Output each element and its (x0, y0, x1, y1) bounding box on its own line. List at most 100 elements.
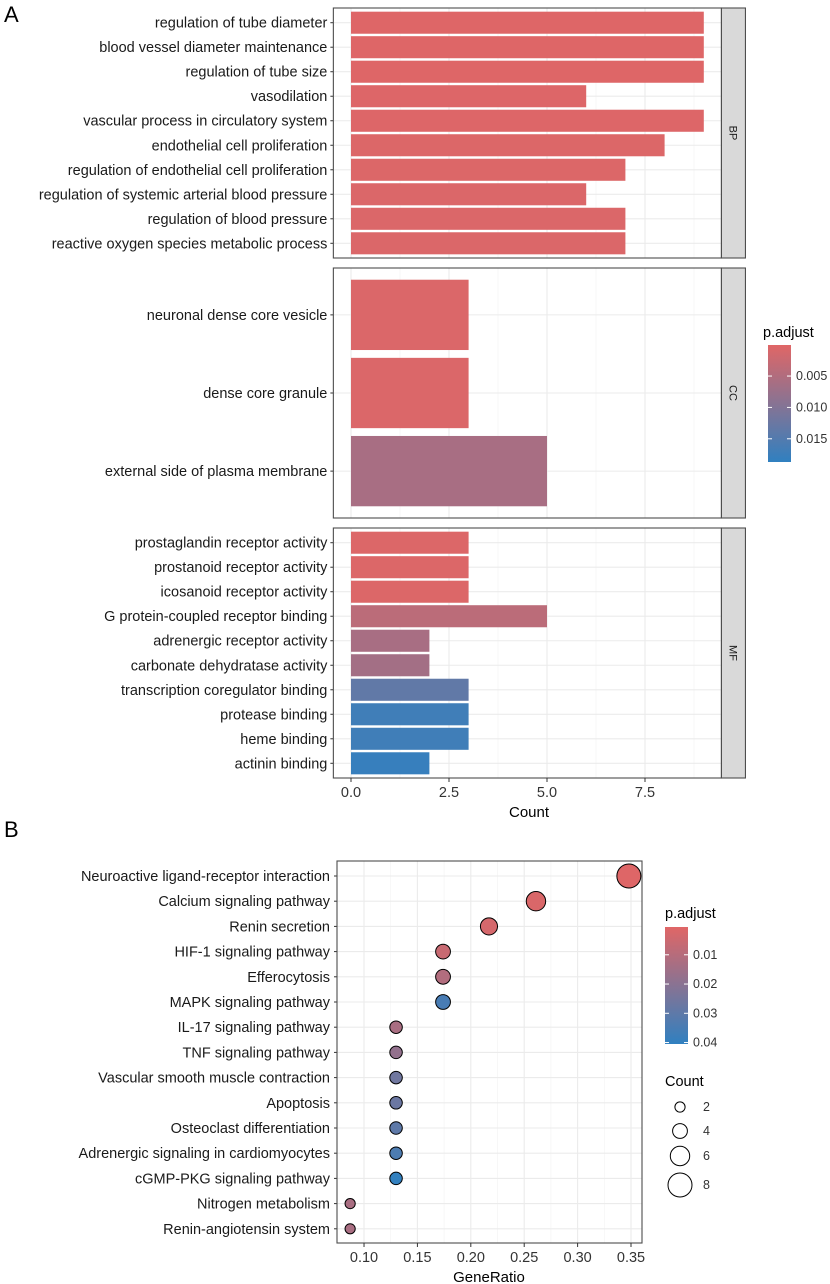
legend-title-padjust-a: p.adjust (763, 325, 814, 341)
size-legend-label: 2 (703, 1100, 710, 1114)
x-tick-label: 0.0 (341, 785, 361, 801)
colorbar-tick-label: 0.010 (796, 400, 827, 414)
x-tick-label: 0.25 (510, 1250, 538, 1266)
y-tick-label: Adrenergic signaling in cardiomyocytes (79, 1146, 330, 1162)
y-tick-label: protease binding (220, 707, 327, 723)
colorbar-tick-label: 0.03 (693, 1006, 717, 1020)
colorbar-tick-label: 0.04 (693, 1036, 717, 1050)
y-tick-label: regulation of tube size (185, 65, 327, 81)
bar-mf (351, 727, 469, 750)
size-legend-label: 8 (703, 1178, 710, 1192)
y-tick-label: TNF signaling pathway (183, 1045, 331, 1061)
bar-bp (351, 60, 704, 83)
facet-strip-cc (720, 267, 746, 519)
y-tick-label: regulation of endothelial cell prolifera… (68, 163, 328, 179)
panel-border-b (336, 860, 643, 1244)
bar-mf (351, 605, 547, 628)
x-tick-label: 0.10 (350, 1250, 378, 1266)
y-tick-label: regulation of blood pressure (148, 212, 328, 228)
colorbar-tick-label: 0.01 (693, 948, 717, 962)
colorbar-padjust-b (665, 927, 688, 1044)
y-tick-label: prostaglandin receptor activity (135, 536, 328, 552)
y-tick-label: vascular process in circulatory system (83, 114, 327, 130)
y-tick-label: cGMP-PKG signaling pathway (135, 1171, 331, 1187)
dot-point (389, 1045, 403, 1060)
x-tick-label: 2.5 (439, 785, 459, 801)
dot-point (389, 1020, 403, 1034)
x-tick-label: 7.5 (635, 785, 655, 801)
legend-title-count: Count (665, 1074, 704, 1090)
y-tick-label: prostanoid receptor activity (154, 560, 328, 576)
y-tick-label: heme binding (240, 732, 327, 748)
x-tick-label: 0.20 (457, 1250, 485, 1266)
y-tick-label: dense core granule (203, 386, 327, 402)
size-legend-circle (667, 1172, 693, 1198)
bar-bp (351, 85, 587, 108)
bar-mf (351, 654, 430, 677)
y-tick-label: carbonate dehydratase activity (131, 658, 328, 674)
bar-mf (351, 580, 469, 603)
dot-point (525, 891, 547, 912)
colorbar-tick-label: 0.02 (693, 977, 717, 991)
x-tick-label: 0.35 (617, 1250, 645, 1266)
y-tick-label: Renin secretion (229, 919, 330, 935)
colorbar-tick-label: 0.005 (796, 369, 827, 383)
bar-mf (351, 703, 469, 726)
bar-bp (351, 134, 665, 157)
y-tick-label: regulation of tube diameter (155, 16, 328, 32)
dot-point (344, 1223, 356, 1235)
dot-point (435, 968, 451, 985)
y-tick-label: Vascular smooth muscle contraction (98, 1071, 330, 1087)
x-tick-label: 0.15 (403, 1250, 431, 1266)
y-tick-label: G protein-coupled receptor binding (104, 609, 327, 625)
bar-bp (351, 207, 626, 230)
y-tick-label: external side of plasma membrane (105, 464, 327, 480)
bar-cc (351, 435, 547, 507)
y-tick-label: neuronal dense core vesicle (147, 308, 328, 324)
bar-cc (351, 279, 469, 351)
panel-label-b: B (4, 817, 19, 842)
dot-point (389, 1171, 403, 1186)
dot-point (389, 1096, 403, 1110)
y-tick-label: Apoptosis (266, 1096, 330, 1112)
panel-label-a: A (4, 2, 19, 27)
y-tick-label: blood vessel diameter maintenance (99, 40, 327, 56)
facet-strip-mf (720, 527, 746, 779)
y-tick-label: Efferocytosis (247, 970, 330, 986)
dot-point (389, 1070, 403, 1085)
x-axis-title-generatio: GeneRatio (453, 1269, 525, 1284)
y-tick-label: MAPK signaling pathway (170, 995, 331, 1011)
bar-bp (351, 11, 704, 34)
y-tick-label: HIF-1 signaling pathway (174, 945, 330, 961)
x-axis-title-count: Count (509, 804, 550, 821)
size-legend-circle (672, 1123, 688, 1139)
y-tick-label: Nitrogen metabolism (197, 1197, 330, 1213)
y-tick-label: reactive oxygen species metabolic proces… (52, 236, 328, 252)
bar-bp (351, 232, 626, 255)
y-tick-label: adrenergic receptor activity (153, 634, 328, 650)
facet-strip-bp (720, 7, 746, 259)
size-legend-circle (669, 1145, 691, 1167)
dot-point (479, 917, 499, 936)
x-tick-label: 5.0 (537, 785, 557, 801)
y-tick-label: vasodilation (251, 89, 328, 105)
y-tick-label: transcription coregulator binding (121, 683, 327, 699)
y-tick-label: regulation of systemic arterial blood pr… (39, 187, 328, 203)
bar-cc (351, 357, 469, 429)
size-legend-label: 6 (703, 1149, 710, 1163)
bar-mf (351, 531, 469, 554)
dot-point (616, 863, 642, 889)
colorbar-tick-label: 0.015 (796, 432, 827, 446)
dot-point (435, 994, 451, 1010)
bar-bp (351, 109, 704, 132)
bar-mf (351, 629, 430, 652)
y-tick-label: Calcium signaling pathway (158, 894, 330, 910)
colorbar-padjust-a (768, 345, 791, 462)
bar-mf (351, 678, 469, 701)
bar-bp (351, 183, 587, 206)
bar-mf (351, 556, 469, 579)
facet-strip-label: BP (726, 126, 738, 141)
y-tick-label: icosanoid receptor activity (161, 585, 329, 601)
y-tick-label: endothelial cell proliferation (152, 138, 328, 154)
